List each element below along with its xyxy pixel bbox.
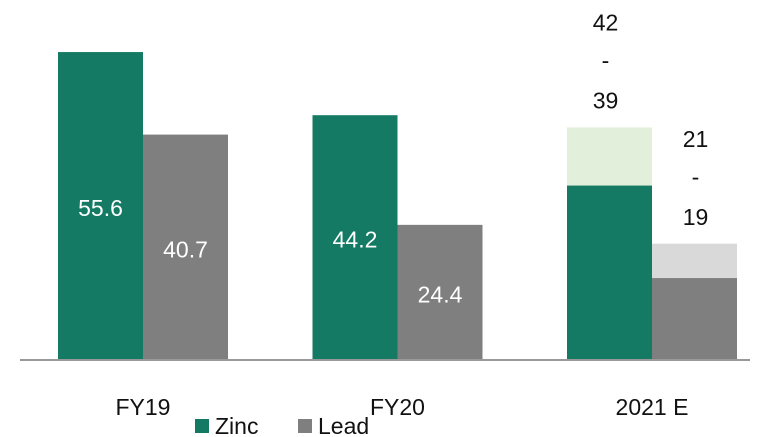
estimate-low: 39 [593,87,619,113]
estimate-bar [652,243,737,279]
bar [143,134,228,360]
estimate-bar [567,127,652,186]
legend-swatch [298,419,312,433]
value-label: 55.6 [78,195,123,221]
x-tick-label: 2021 E [616,394,689,420]
x-tick-label: FY20 [370,394,425,420]
estimate-separator: - [692,164,700,190]
legend-label: Lead [318,413,369,437]
bar [567,185,652,360]
bar [58,52,143,361]
estimate-separator: - [602,47,610,73]
value-label: 24.4 [418,282,463,308]
x-tick-label: FY19 [116,394,171,420]
legend-label: Zinc [215,413,258,437]
value-label: 40.7 [163,236,208,262]
estimate-low: 19 [683,204,709,230]
legend-swatch [195,419,209,433]
bar [312,115,398,360]
estimate-high: 42 [593,9,619,35]
bar [397,224,483,360]
bar [652,278,737,360]
value-label: 44.2 [333,227,378,253]
estimate-high: 21 [683,126,709,152]
